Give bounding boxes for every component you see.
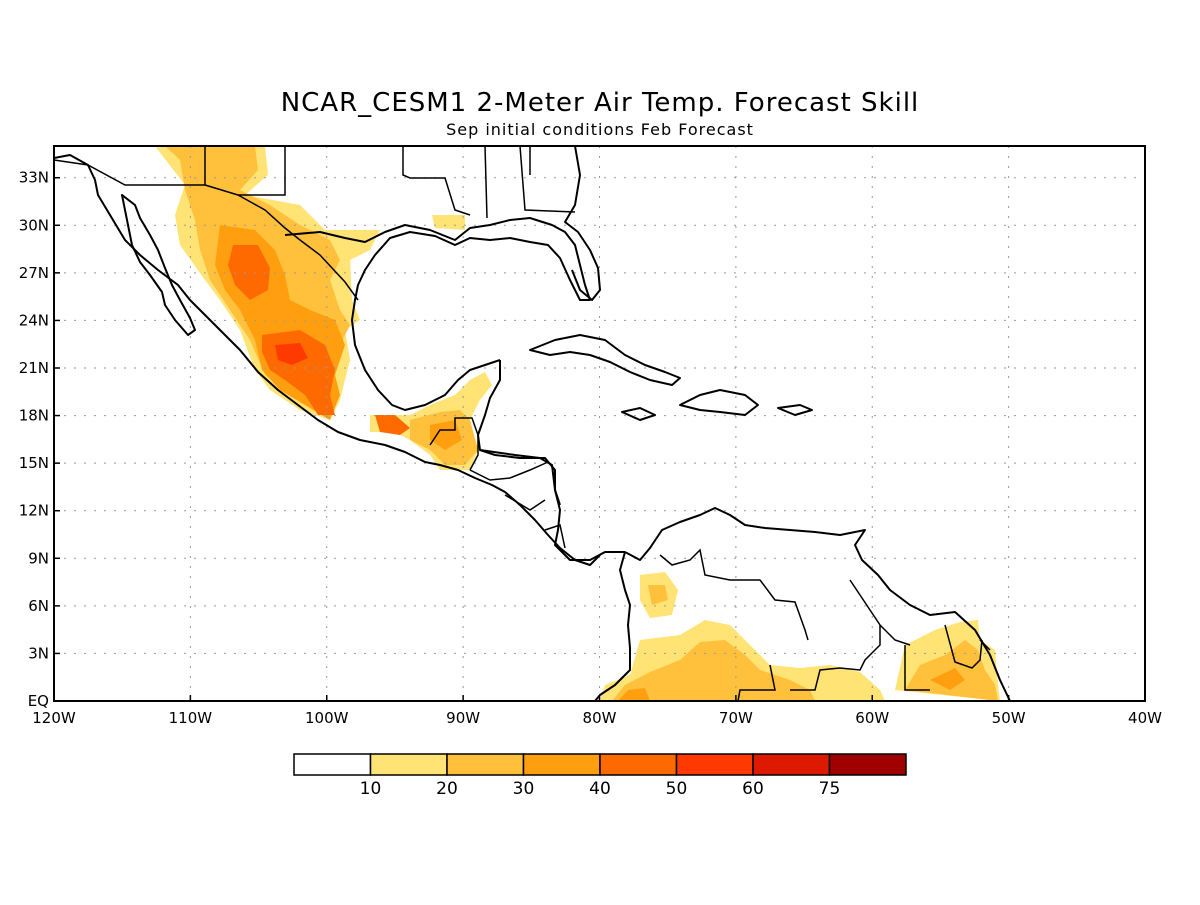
shade-colombia-west-20 xyxy=(648,585,668,605)
lon-tick-label: 50W xyxy=(992,709,1026,727)
colorbar-label: 30 xyxy=(513,779,535,799)
lat-tick-label: 27N xyxy=(19,264,49,282)
colorbar-label: 75 xyxy=(819,779,841,799)
lon-tick-labels: 120W 110W 100W 90W 80W 70W 60W 50W 40W xyxy=(32,695,1162,727)
border-colombia-venezuela xyxy=(659,548,809,701)
colorbar-swatch xyxy=(828,753,907,776)
colorbar-swatch xyxy=(369,753,448,776)
lon-tick-label: 100W xyxy=(305,709,349,727)
border-honduras-nicaragua xyxy=(469,461,566,549)
border-us-mexico xyxy=(54,146,359,301)
colorbar-swatch xyxy=(446,753,525,776)
lat-tick-label: 12N xyxy=(19,502,49,520)
shade-mexico-north-40 xyxy=(228,245,270,300)
shade-guianas-30 xyxy=(930,668,965,690)
lon-tick-label: 110W xyxy=(169,709,213,727)
colorbar-swatch xyxy=(599,753,678,776)
lat-tick-label: 9N xyxy=(28,549,49,567)
coast-yucatan xyxy=(477,360,561,506)
colorbar xyxy=(293,753,907,776)
lon-tick-label: 120W xyxy=(32,709,76,727)
shade-mexico-central-50 xyxy=(275,343,308,365)
lat-tick-label: 33N xyxy=(19,169,49,187)
lat-tick-label: 21N xyxy=(19,359,49,377)
colorbar-label: 10 xyxy=(360,779,382,799)
map-subtitle: Sep initial conditions Feb Forecast xyxy=(446,120,754,139)
shade-bay-campeche-40 xyxy=(375,415,410,435)
lat-tick-label: 6N xyxy=(28,597,49,615)
colorbar-swatch xyxy=(293,753,372,776)
lat-tick-label: EQ xyxy=(28,692,49,710)
lat-tick-label: 15N xyxy=(19,454,49,472)
map-title: NCAR_CESM1 2-Meter Air Temp. Forecast Sk… xyxy=(281,88,920,118)
coast-puerto-rico xyxy=(777,404,813,416)
border-venezuela-guyana xyxy=(790,579,911,691)
border-guatemala xyxy=(429,417,479,471)
shade-guatemala-30 xyxy=(430,420,462,450)
shade-south-america-nw-30 xyxy=(618,688,650,701)
lon-tick-label: 80W xyxy=(583,709,617,727)
coast-cuba xyxy=(529,334,681,386)
lat-tick-label: 18N xyxy=(19,407,49,425)
coastlines-and-borders xyxy=(54,146,1011,701)
border-guianas xyxy=(904,624,991,691)
colorbar-label: 20 xyxy=(436,779,458,799)
coast-south-america-north xyxy=(624,507,1011,701)
lon-tick-label: 40W xyxy=(1128,709,1162,727)
border-us-states xyxy=(402,146,576,219)
shade-texas-10 xyxy=(432,215,465,230)
coast-jamaica xyxy=(621,407,656,421)
lat-tick-labels: EQ 3N 6N 9N 12N 15N 18N 21N 24N 27N 30N 33N xyxy=(19,169,60,710)
lon-tick-label: 70W xyxy=(719,709,753,727)
skill-shading xyxy=(155,146,1000,701)
colorbar-swatch xyxy=(752,753,831,776)
lon-tick-label: 90W xyxy=(446,709,480,727)
lat-tick-label: 3N xyxy=(28,644,49,662)
colorbar-label: 40 xyxy=(589,779,611,799)
coast-mexico-pacific xyxy=(54,154,601,566)
coast-florida xyxy=(564,146,601,301)
colorbar-label: 50 xyxy=(666,779,688,799)
coast-central-america-caribbean xyxy=(479,449,625,561)
coast-south-america-west xyxy=(594,551,631,701)
lon-tick-label: 60W xyxy=(855,709,889,727)
coast-hispaniola xyxy=(679,389,759,416)
coast-baja xyxy=(121,194,196,336)
coast-gulf-mexico xyxy=(284,217,591,411)
colorbar-swatch xyxy=(675,753,754,776)
colorbar-swatch xyxy=(522,753,601,776)
grid-lines xyxy=(54,146,1145,701)
shade-south-america-nw-20 xyxy=(612,640,815,701)
lat-tick-label: 30N xyxy=(19,216,49,234)
colorbar-labels: 10 20 30 40 50 60 75 xyxy=(360,779,841,799)
lat-tick-label: 24N xyxy=(19,311,49,329)
colorbar-label: 60 xyxy=(742,779,764,799)
